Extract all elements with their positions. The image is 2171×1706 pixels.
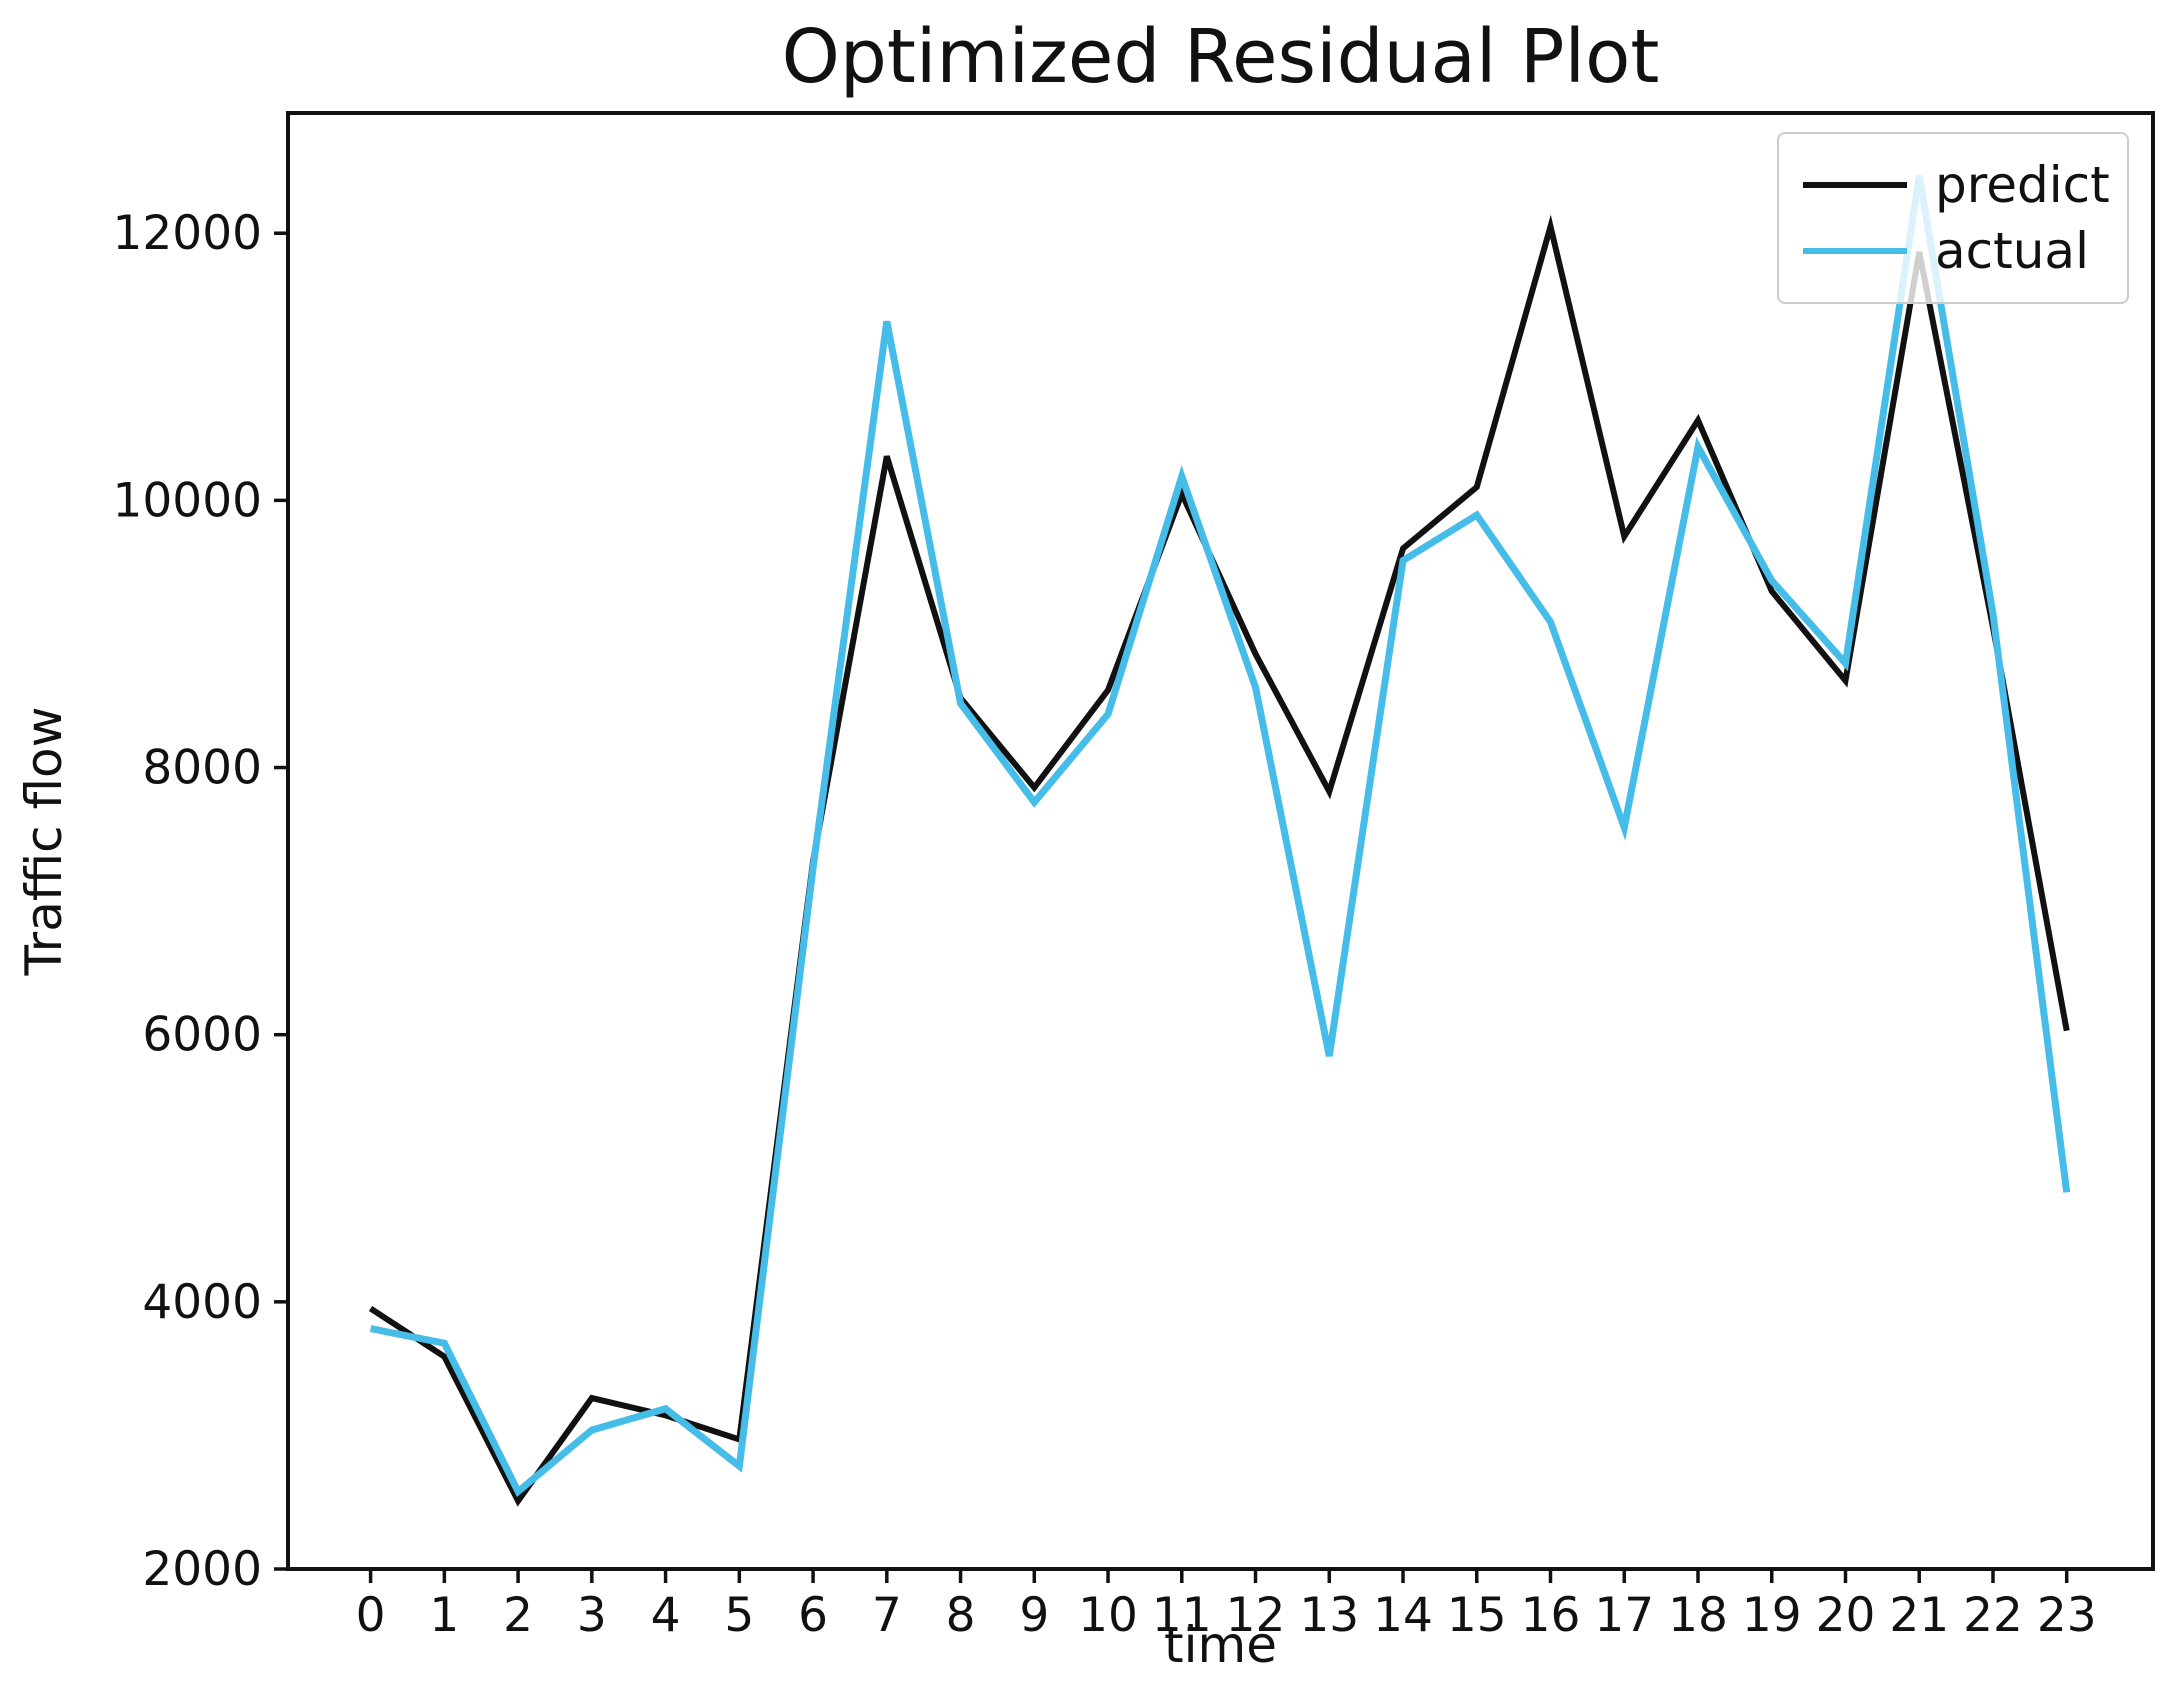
predict-line [368, 214, 2070, 1507]
y-tick-label: 4000 [142, 1275, 262, 1330]
legend-label-predict: predict [1935, 156, 2110, 214]
x-tick-label: 1 [429, 1588, 459, 1643]
y-tick-label: 2000 [142, 1542, 262, 1597]
predict-line-icon [1803, 182, 1907, 188]
legend-item-predict: predict [1779, 152, 2127, 218]
x-tick-label: 22 [1963, 1588, 2023, 1643]
x-tick-label: 0 [356, 1588, 386, 1643]
x-tick-label: 16 [1521, 1588, 1581, 1643]
x-tick-label: 15 [1447, 1588, 1507, 1643]
x-tick-label: 11 [1152, 1588, 1212, 1643]
x-tick-label: 19 [1742, 1588, 1802, 1643]
y-axis-label: Traffic flow [15, 706, 73, 976]
y-tick-label: 6000 [142, 1008, 262, 1063]
chart-title: Optimized Residual Plot [781, 14, 1660, 100]
x-tick-label: 5 [724, 1588, 754, 1643]
x-tick-label: 8 [946, 1588, 976, 1643]
legend: predict actual [1777, 132, 2129, 304]
x-tick-label: 3 [577, 1588, 607, 1643]
actual-line-icon [1803, 248, 1907, 254]
x-tick-label: 7 [872, 1588, 902, 1643]
x-tick-label: 6 [798, 1588, 828, 1643]
x-axis-label: time [1164, 1616, 1277, 1674]
x-tick-label: 20 [1816, 1588, 1876, 1643]
axes-spines [286, 111, 2155, 1571]
x-tick-label: 14 [1373, 1588, 1433, 1643]
x-tick-label: 12 [1226, 1588, 1286, 1643]
x-tick-label: 13 [1299, 1588, 1359, 1643]
x-tick-label: 2 [503, 1588, 533, 1643]
actual-line [369, 175, 2071, 1498]
x-tick-label: 18 [1668, 1588, 1728, 1643]
y-tick-label: 8000 [142, 741, 262, 796]
x-tick-label: 17 [1594, 1588, 1654, 1643]
x-tick-label: 21 [1889, 1588, 1949, 1643]
y-tick-label: 12000 [112, 206, 262, 261]
legend-item-actual: actual [1779, 218, 2127, 284]
y-tick-label: 10000 [112, 473, 262, 528]
x-tick-label: 9 [1019, 1588, 1049, 1643]
legend-label-actual: actual [1935, 222, 2089, 280]
x-tick-label: 23 [2037, 1588, 2097, 1643]
x-tick-label: 4 [651, 1588, 681, 1643]
x-tick-label: 10 [1078, 1588, 1138, 1643]
